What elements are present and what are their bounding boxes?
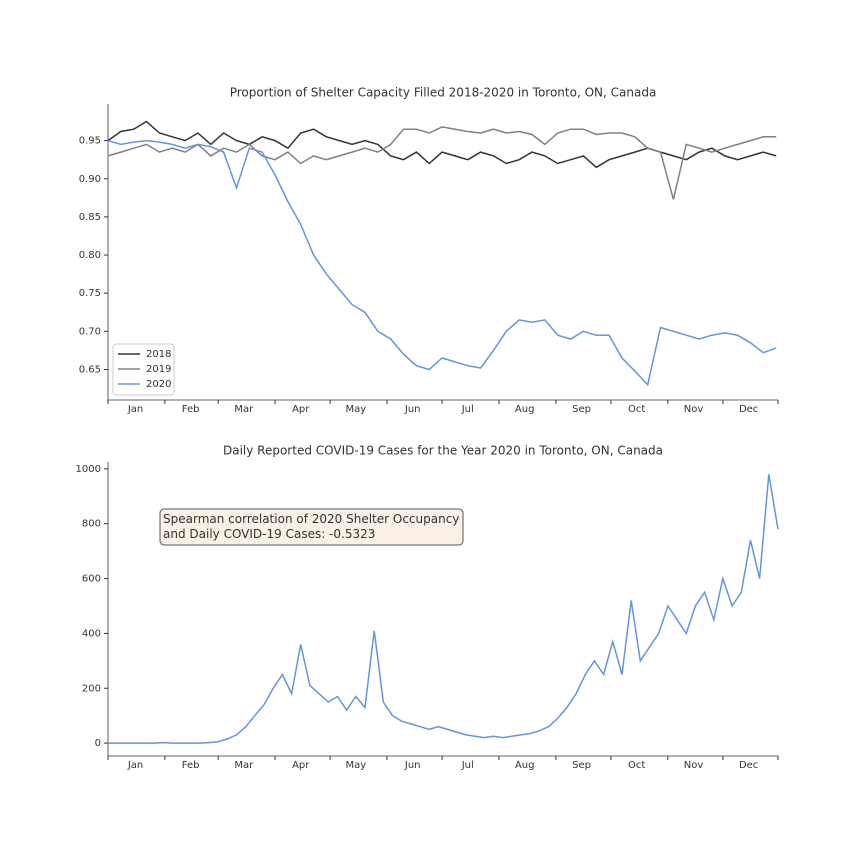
x-tick-label: Dec (739, 404, 758, 415)
legend-label: 2020 (146, 379, 171, 390)
x-tick-label: Feb (182, 404, 200, 415)
y-tick-label: 0.90 (79, 174, 101, 185)
y-tick-label: 0.80 (79, 250, 101, 261)
x-tick-label: Mar (234, 404, 254, 415)
x-tick-label: Jan (127, 760, 143, 771)
annotation: Spearman correlation of 2020 Shelter Occ… (163, 512, 459, 541)
series-line (107, 139, 777, 387)
x-tick-label: Jul (461, 404, 474, 415)
annotation-box (159, 508, 464, 546)
x-tick-label: Jun (404, 760, 421, 771)
x-tick-label: Jul (461, 760, 474, 771)
x-tick-label: Apr (292, 404, 310, 415)
x-tick-label: Feb (182, 760, 200, 771)
x-tick-label: Nov (684, 404, 704, 415)
x-tick-label: Jun (404, 404, 421, 415)
x-tick-label: Oct (628, 760, 645, 771)
x-tick-label: Sep (572, 404, 591, 415)
x-tick-label: Oct (628, 404, 645, 415)
x-tick-label: Jan (127, 404, 143, 415)
y-tick-label: 0.85 (79, 212, 101, 223)
legend-label: 2018 (146, 349, 171, 360)
y-tick-label: 400 (82, 628, 101, 639)
x-tick-label: Dec (739, 760, 758, 771)
y-tick-label: 1000 (76, 464, 101, 475)
series-line (108, 474, 779, 744)
x-tick-label: Mar (234, 760, 254, 771)
y-tick-label: 600 (82, 574, 101, 585)
x-tick-label: Sep (572, 760, 591, 771)
y-tick-label: 0 (95, 738, 101, 749)
x-tick-label: Aug (515, 404, 535, 415)
legend-box (112, 343, 175, 396)
x-tick-label: May (345, 760, 366, 771)
chart-title: Daily Reported COVID-19 Cases for the Ye… (223, 444, 663, 458)
y-tick-label: 800 (82, 519, 101, 530)
legend-label: 2019 (146, 364, 171, 375)
x-tick-label: May (345, 404, 366, 415)
y-tick-label: 0.75 (79, 288, 101, 299)
y-tick-label: 200 (82, 683, 101, 694)
x-tick-label: Apr (292, 760, 310, 771)
series-line (107, 126, 777, 200)
chart-title: Proportion of Shelter Capacity Filled 20… (230, 86, 657, 100)
series-line (107, 120, 777, 169)
y-tick-label: 0.70 (79, 326, 101, 337)
y-tick-label: 0.65 (79, 364, 101, 375)
y-tick-label: 0.95 (79, 136, 101, 147)
x-tick-label: Aug (515, 760, 535, 771)
x-tick-label: Nov (684, 760, 704, 771)
